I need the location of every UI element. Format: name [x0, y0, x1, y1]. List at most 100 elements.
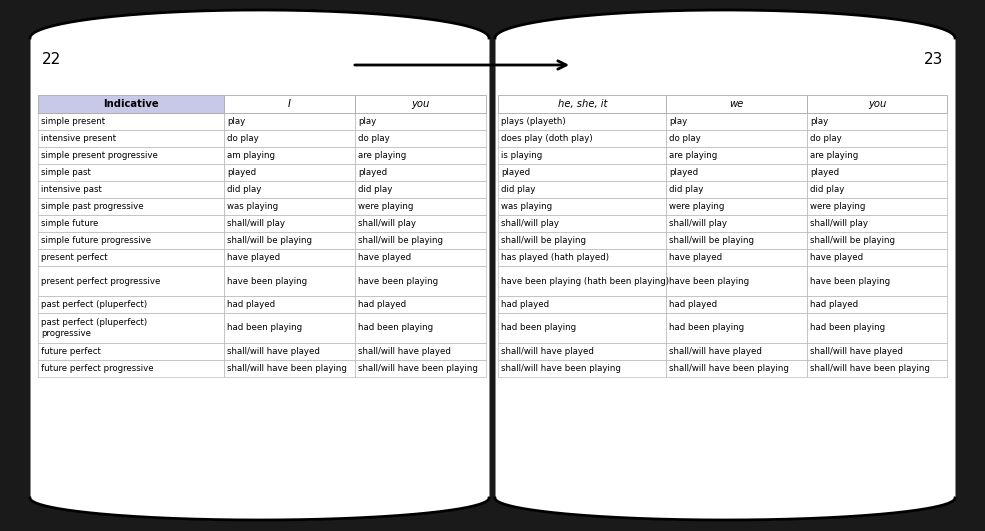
Bar [807, 296, 947, 313]
Bar [807, 181, 947, 198]
Bar [667, 360, 807, 377]
Bar [807, 232, 947, 249]
Bar [224, 266, 356, 296]
Bar [38, 147, 224, 164]
Text: is playing: is playing [501, 151, 543, 160]
Bar [224, 215, 356, 232]
Bar [356, 249, 486, 266]
Bar [356, 215, 486, 232]
Text: am playing: am playing [227, 151, 275, 160]
Text: had played: had played [670, 300, 717, 309]
Bar [356, 266, 486, 296]
Text: intensive past: intensive past [41, 185, 101, 194]
Text: do play: do play [810, 134, 841, 143]
Bar [356, 232, 486, 249]
Text: shall/will have been playing: shall/will have been playing [670, 364, 789, 373]
Text: had been playing: had been playing [810, 323, 886, 332]
Text: present perfect progressive: present perfect progressive [41, 277, 161, 286]
Text: have been playing: have been playing [359, 277, 438, 286]
Text: were playing: were playing [359, 202, 414, 211]
Text: played: played [227, 168, 256, 177]
Bar [807, 343, 947, 360]
Bar [498, 215, 667, 232]
Bar [807, 266, 947, 296]
Text: were playing: were playing [670, 202, 725, 211]
Bar [38, 130, 224, 147]
Text: Indicative: Indicative [103, 99, 159, 109]
Text: shall/will be playing: shall/will be playing [810, 236, 895, 245]
Bar [498, 296, 667, 313]
Text: played: played [670, 168, 698, 177]
Bar [498, 147, 667, 164]
Bar [224, 95, 356, 113]
Bar [498, 249, 667, 266]
Text: had played: had played [810, 300, 858, 309]
Text: shall/will play: shall/will play [501, 219, 559, 228]
Bar [224, 130, 356, 147]
Bar [807, 198, 947, 215]
Bar [224, 249, 356, 266]
Text: shall/will have played: shall/will have played [359, 347, 451, 356]
Text: shall/will be playing: shall/will be playing [359, 236, 443, 245]
Text: simple past progressive: simple past progressive [41, 202, 144, 211]
Bar [807, 95, 947, 113]
Text: shall/will play: shall/will play [810, 219, 868, 228]
Bar [498, 266, 667, 296]
Polygon shape [495, 10, 955, 38]
Text: past perfect (pluperfect)
progressive: past perfect (pluperfect) progressive [41, 318, 147, 338]
Bar [224, 198, 356, 215]
Text: play: play [670, 117, 688, 126]
Text: you: you [412, 99, 429, 109]
Bar [667, 232, 807, 249]
Bar [356, 164, 486, 181]
Text: we: we [730, 99, 744, 109]
Text: had played: had played [227, 300, 275, 309]
Text: have been playing: have been playing [810, 277, 890, 286]
Bar [356, 95, 486, 113]
Text: he, she, it: he, she, it [558, 99, 607, 109]
Text: simple future progressive: simple future progressive [41, 236, 151, 245]
Text: have played: have played [227, 253, 280, 262]
Bar [807, 164, 947, 181]
Bar [667, 249, 807, 266]
Bar [356, 181, 486, 198]
Bar [224, 360, 356, 377]
Bar [667, 181, 807, 198]
Bar [667, 296, 807, 313]
Text: had been playing: had been playing [670, 323, 745, 332]
Bar [498, 232, 667, 249]
Text: were playing: were playing [810, 202, 865, 211]
Bar [224, 313, 356, 343]
Bar [667, 147, 807, 164]
Bar [807, 147, 947, 164]
Text: are playing: are playing [359, 151, 407, 160]
Text: simple present: simple present [41, 117, 105, 126]
Bar [38, 164, 224, 181]
Text: have been playing (hath been playing): have been playing (hath been playing) [501, 277, 669, 286]
Text: was playing: was playing [501, 202, 553, 211]
Text: do play: do play [359, 134, 390, 143]
Bar [224, 343, 356, 360]
Bar [38, 198, 224, 215]
Polygon shape [30, 498, 489, 520]
Bar [38, 313, 224, 343]
Bar [667, 266, 807, 296]
Bar [38, 95, 224, 113]
Bar [38, 113, 224, 130]
Text: shall/will be playing: shall/will be playing [227, 236, 312, 245]
Text: do play: do play [670, 134, 701, 143]
Text: do play: do play [227, 134, 259, 143]
Bar [38, 215, 224, 232]
Bar [667, 313, 807, 343]
Polygon shape [495, 38, 955, 498]
Bar [498, 130, 667, 147]
Text: did play: did play [501, 185, 536, 194]
Bar [667, 215, 807, 232]
Text: shall/will have played: shall/will have played [501, 347, 594, 356]
Bar [498, 113, 667, 130]
Text: play: play [810, 117, 828, 126]
Bar [498, 95, 667, 113]
Bar [38, 249, 224, 266]
Text: shall/will have been playing: shall/will have been playing [359, 364, 478, 373]
Text: have played: have played [359, 253, 412, 262]
